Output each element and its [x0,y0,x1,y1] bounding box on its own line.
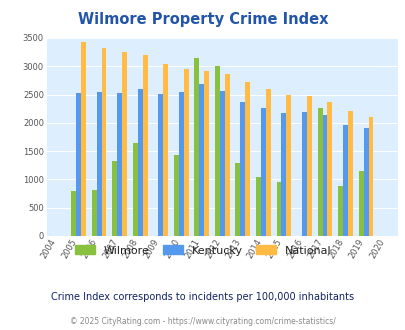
Bar [71,191,76,236]
Bar [92,189,96,236]
Bar [158,94,163,236]
Bar [240,102,245,236]
Bar [163,64,168,236]
Bar [368,117,373,236]
Bar [101,48,106,236]
Bar [132,143,137,236]
Bar [235,163,240,236]
Bar [81,43,86,236]
Bar [137,89,142,236]
Bar [199,84,204,236]
Bar [96,92,101,236]
Bar [347,111,352,236]
Bar [219,91,224,236]
Bar [337,186,342,236]
Bar [214,66,219,236]
Bar [326,102,332,236]
Bar [178,92,183,236]
Bar [122,52,127,236]
Bar [260,108,265,236]
Bar [281,113,286,236]
Bar [76,93,81,236]
Bar [306,96,311,236]
Bar [317,108,322,236]
Legend: Wilmore, Kentucky, National: Wilmore, Kentucky, National [70,241,335,260]
Bar [117,93,122,236]
Text: Crime Index corresponds to incidents per 100,000 inhabitants: Crime Index corresponds to incidents per… [51,292,354,302]
Bar [286,95,290,236]
Text: Wilmore Property Crime Index: Wilmore Property Crime Index [78,12,327,26]
Bar [265,89,270,236]
Bar [301,112,306,236]
Bar [322,115,326,236]
Bar [358,171,363,236]
Bar [183,69,188,236]
Bar [194,58,199,236]
Bar [276,182,281,236]
Bar [224,74,229,236]
Text: © 2025 CityRating.com - https://www.cityrating.com/crime-statistics/: © 2025 CityRating.com - https://www.city… [70,317,335,326]
Bar [255,177,260,236]
Bar [173,155,178,236]
Bar [112,161,117,236]
Bar [342,124,347,236]
Bar [363,128,368,236]
Bar [142,55,147,236]
Bar [245,82,249,236]
Bar [204,71,209,236]
